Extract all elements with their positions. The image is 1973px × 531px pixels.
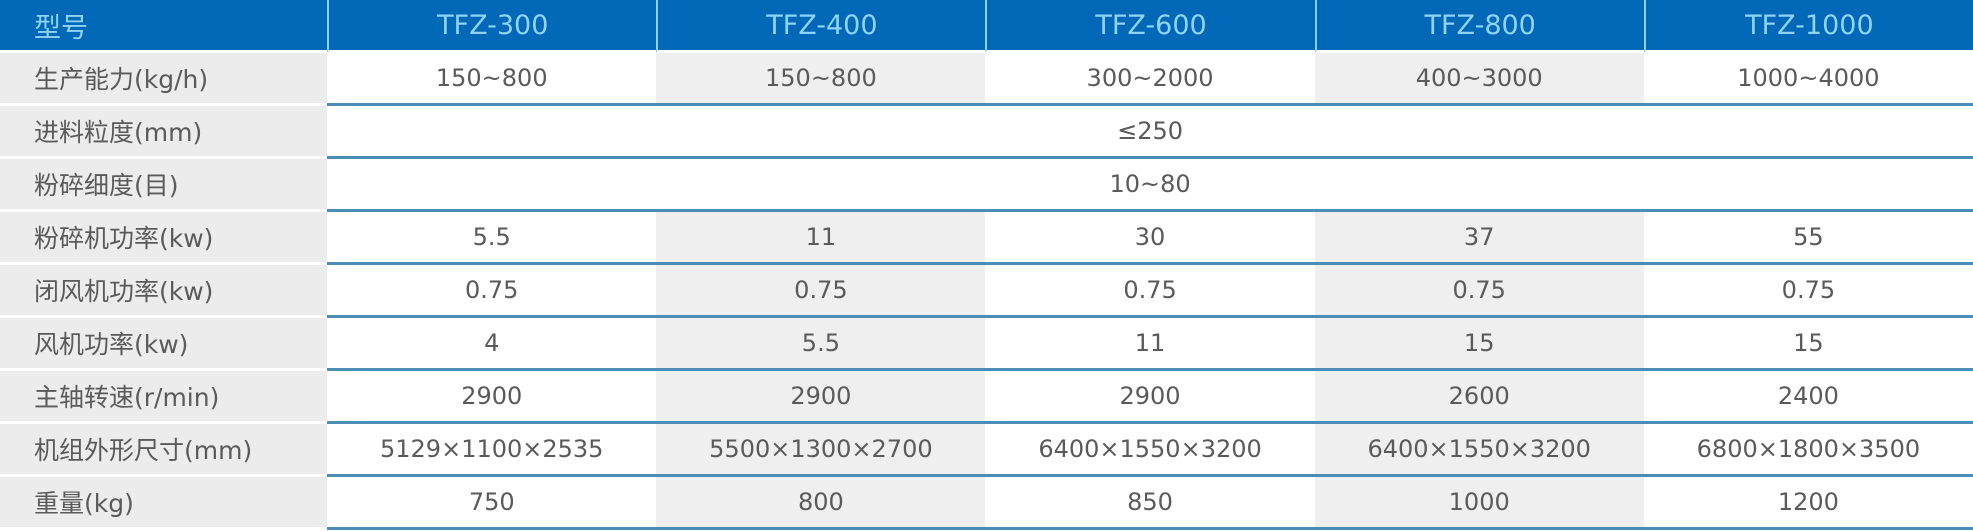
table-cell: 6400×1550×3200	[985, 424, 1315, 477]
table-cell: 0.75	[1314, 265, 1644, 318]
row-label: 重量(kg)	[0, 477, 328, 530]
row-label: 机组外形尺寸(mm)	[0, 424, 328, 477]
table-cell: 0.75	[327, 265, 657, 318]
table-cell: 5500×1300×2700	[656, 424, 986, 477]
table-cell: 150~800	[327, 53, 657, 106]
table-row-fan-power: 风机功率(kw) 4 5.5 11 15 15	[0, 318, 1973, 371]
table-cell: 5.5	[656, 318, 986, 371]
table-cell: 1000	[1314, 477, 1644, 530]
table-cell: 1000~4000	[1643, 53, 1973, 106]
table-cell: 0.75	[656, 265, 986, 318]
header-model-tfz-400: TFZ-400	[656, 0, 986, 53]
table-cell-span: 10~80	[327, 159, 1973, 212]
table-cell-span: ≤250	[327, 106, 1973, 159]
header-model-tfz-600: TFZ-600	[985, 0, 1315, 53]
row-label: 进料粒度(mm)	[0, 106, 328, 159]
table-row-crusher-power: 粉碎机功率(kw) 5.5 11 30 37 55	[0, 212, 1973, 265]
table-cell: 11	[985, 318, 1315, 371]
table-cell: 2600	[1314, 371, 1644, 424]
table-cell: 750	[327, 477, 657, 530]
table-cell: 1200	[1643, 477, 1973, 530]
table-cell: 2900	[327, 371, 657, 424]
table-row-fineness: 粉碎细度(目) 10~80	[0, 159, 1973, 212]
table-row-feed-size: 进料粒度(mm) ≤250	[0, 106, 1973, 159]
table-cell: 2400	[1643, 371, 1973, 424]
table-row-airlock-power: 闭风机功率(kw) 0.75 0.75 0.75 0.75 0.75	[0, 265, 1973, 318]
header-label-model: 型号	[0, 0, 328, 53]
table-cell: 6800×1800×3500	[1643, 424, 1973, 477]
table-cell: 15	[1643, 318, 1973, 371]
table-cell: 0.75	[985, 265, 1315, 318]
table-cell: 11	[656, 212, 986, 265]
table-cell: 5129×1100×2535	[327, 424, 657, 477]
table-cell: 6400×1550×3200	[1314, 424, 1644, 477]
table-cell: 400~3000	[1314, 53, 1644, 106]
table-cell: 5.5	[327, 212, 657, 265]
row-label: 风机功率(kw)	[0, 318, 328, 371]
row-label: 粉碎细度(目)	[0, 159, 328, 212]
table-row-capacity: 生产能力(kg/h) 150~800 150~800 300~2000 400~…	[0, 53, 1973, 106]
table-row-spindle-speed: 主轴转速(r/min) 2900 2900 2900 2600 2400	[0, 371, 1973, 424]
table-cell: 300~2000	[985, 53, 1315, 106]
table-row-dimensions: 机组外形尺寸(mm) 5129×1100×2535 5500×1300×2700…	[0, 424, 1973, 477]
table-row-weight: 重量(kg) 750 800 850 1000 1200	[0, 477, 1973, 530]
header-model-tfz-1000: TFZ-1000	[1643, 0, 1973, 53]
table-cell: 30	[985, 212, 1315, 265]
table-cell: 4	[327, 318, 657, 371]
header-model-tfz-800: TFZ-800	[1314, 0, 1644, 53]
table-cell: 0.75	[1643, 265, 1973, 318]
table-cell: 37	[1314, 212, 1644, 265]
table-cell: 150~800	[656, 53, 986, 106]
table-cell: 55	[1643, 212, 1973, 265]
row-label: 主轴转速(r/min)	[0, 371, 328, 424]
table-cell: 2900	[656, 371, 986, 424]
table-cell: 15	[1314, 318, 1644, 371]
table-cell: 2900	[985, 371, 1315, 424]
row-label: 生产能力(kg/h)	[0, 53, 328, 106]
header-model-tfz-300: TFZ-300	[327, 0, 657, 53]
row-label: 粉碎机功率(kw)	[0, 212, 328, 265]
table-cell: 800	[656, 477, 986, 530]
row-label: 闭风机功率(kw)	[0, 265, 328, 318]
header-row: 型号 TFZ-300 TFZ-400 TFZ-600 TFZ-800 TFZ-1…	[0, 0, 1973, 53]
table-cell: 850	[985, 477, 1315, 530]
